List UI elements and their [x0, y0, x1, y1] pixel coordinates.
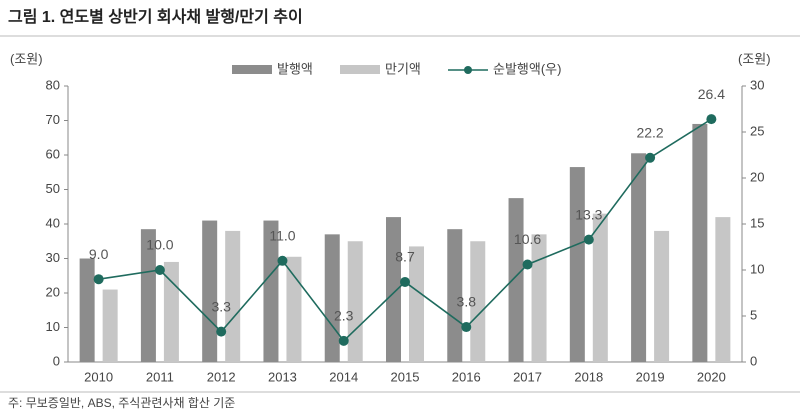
- marker: [583, 234, 594, 245]
- marker: [522, 259, 533, 270]
- y-tick-label: 70: [46, 112, 60, 127]
- bar: [79, 258, 95, 362]
- bar: [531, 234, 547, 362]
- data-label: 22.2: [636, 124, 663, 140]
- data-label: 11.0: [269, 228, 295, 244]
- data-label: 3.3: [211, 298, 231, 314]
- bar: [140, 229, 156, 362]
- note: 주: 무보증일반, ABS, 주식관련사채 합산 기준: [8, 396, 235, 410]
- y-tick-label: 80: [46, 77, 60, 92]
- marker: [93, 274, 104, 285]
- y-tick-label: 0: [53, 353, 60, 368]
- y2-tick-label: 30: [750, 77, 764, 92]
- bar: [324, 234, 340, 362]
- legend-swatch: [464, 66, 472, 74]
- bar: [409, 246, 424, 362]
- x-tick-label: 2012: [207, 369, 236, 384]
- y2-tick-label: 0: [750, 353, 757, 368]
- bar: [631, 153, 647, 362]
- marker: [645, 152, 656, 163]
- marker: [706, 114, 717, 125]
- y-axis-label: (조원): [10, 51, 43, 66]
- marker: [400, 276, 410, 287]
- data-label: 26.4: [698, 86, 725, 102]
- marker: [461, 322, 472, 333]
- x-tick-label: 2010: [84, 369, 113, 384]
- legend-label: 발행액: [277, 61, 313, 76]
- bar: [508, 198, 524, 362]
- y-tick-label: 30: [46, 250, 60, 265]
- y2-tick-label: 15: [750, 215, 764, 230]
- bar: [715, 217, 731, 362]
- bar: [102, 289, 118, 362]
- data-label: 10.0: [146, 237, 173, 253]
- bar: [286, 256, 302, 362]
- marker: [338, 335, 349, 346]
- legend-swatch: [340, 65, 380, 74]
- x-tick-label: 2011: [146, 369, 174, 384]
- y-tick-label: 40: [46, 215, 60, 230]
- x-tick-label: 2020: [697, 369, 726, 384]
- x-tick-label: 2016: [452, 369, 481, 384]
- y2-tick-label: 25: [750, 123, 764, 138]
- y2-tick-label: 5: [750, 307, 757, 322]
- data-label: 2.3: [334, 308, 354, 324]
- marker: [277, 255, 288, 266]
- y-tick-label: 60: [46, 146, 60, 161]
- legend-swatch: [232, 65, 272, 74]
- y2-tick-label: 10: [750, 261, 764, 276]
- y-tick-label: 20: [46, 284, 60, 299]
- bar: [470, 241, 486, 362]
- bar: [263, 220, 279, 362]
- marker: [154, 265, 165, 275]
- bar: [569, 167, 585, 362]
- bar: [202, 220, 218, 362]
- y2-tick-label: 20: [750, 169, 764, 184]
- y-tick-label: 10: [46, 319, 60, 334]
- x-tick-label: 2013: [268, 369, 297, 384]
- bar: [386, 217, 401, 362]
- bar: [692, 123, 708, 362]
- chart-title: 그림 1. 연도별 상반기 회사채 발행/만기 추이: [8, 7, 303, 26]
- x-tick-label: 2015: [391, 369, 420, 384]
- data-label: 8.7: [395, 249, 415, 265]
- bar: [225, 230, 241, 362]
- y-tick-label: 50: [46, 181, 60, 196]
- data-label: 13.3: [575, 206, 602, 222]
- y2-axis-label: (조원): [738, 51, 771, 66]
- data-label: 3.8: [457, 294, 477, 310]
- bar: [654, 230, 670, 362]
- bar: [347, 241, 363, 362]
- x-tick-label: 2019: [636, 369, 665, 384]
- data-label: 10.6: [514, 231, 541, 247]
- data-label: 9.0: [89, 246, 109, 262]
- x-tick-label: 2018: [574, 369, 603, 384]
- x-tick-label: 2017: [513, 369, 542, 384]
- marker: [216, 326, 227, 337]
- legend-label: 순발행액(우): [493, 61, 561, 76]
- bar: [592, 213, 608, 362]
- bar: [447, 229, 463, 362]
- x-tick-label: 2014: [329, 369, 358, 384]
- line: [98, 118, 712, 343]
- legend-label: 만기액: [385, 61, 421, 76]
- bar: [163, 261, 179, 362]
